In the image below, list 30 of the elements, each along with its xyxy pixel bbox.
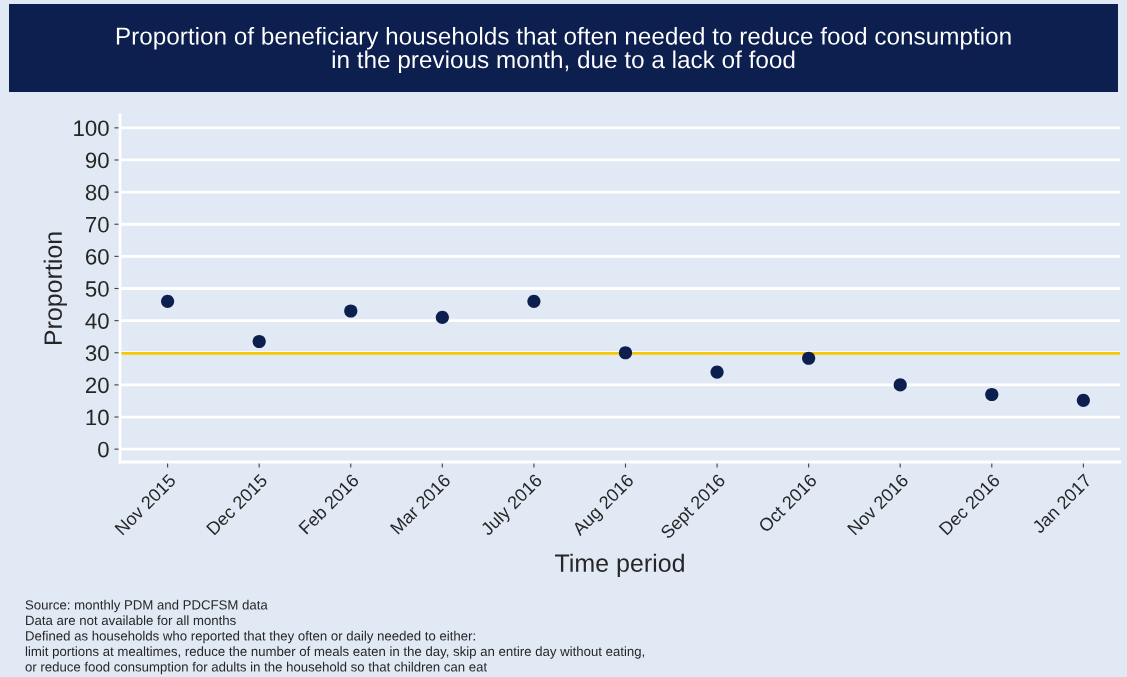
text: Data are not available for all months (26, 615, 236, 626)
point (893, 378, 907, 392)
y-tick-label: 20 (85, 377, 109, 394)
point (802, 351, 816, 365)
chart-title: Proportion of beneficiary households that often needed to reduce food consumption in the previous month, due to a lack of food (116, 26, 1011, 74)
y-tick-label: 30 (85, 345, 109, 362)
y-tick-label: 60 (86, 248, 109, 265)
point (344, 304, 358, 318)
y-axis-title: Proportion (43, 232, 67, 345)
y-tick-label: 0 (98, 441, 109, 458)
point (618, 346, 633, 360)
y-tick-label: 90 (85, 152, 109, 169)
y-tick-label: 70 (86, 216, 109, 233)
point (985, 387, 999, 402)
y-tick-label: 40 (85, 313, 109, 329)
text: or reduce food consumption for adults in the household so that children can eat (25, 661, 487, 675)
text: Defined as households who reported that they often or daily needed to either: (26, 630, 475, 644)
point (527, 294, 541, 308)
y-tick-label: 50 (85, 281, 109, 297)
point (161, 294, 175, 308)
x-axis-title: Time period (555, 553, 684, 577)
source-note: Source: monthly PDM and PDCFSM data (25, 599, 268, 613)
point (435, 310, 449, 324)
point (252, 334, 266, 349)
y-tick-label: 100 (74, 120, 109, 137)
y-tick-label: 10 (86, 409, 109, 426)
y-tick-label: 80 (85, 184, 109, 201)
point (710, 365, 724, 379)
text: limit portions at mealtimes, reduce the number of meals eaten in the day, skip an entire day without eating, (25, 646, 645, 659)
point (1076, 393, 1090, 407)
